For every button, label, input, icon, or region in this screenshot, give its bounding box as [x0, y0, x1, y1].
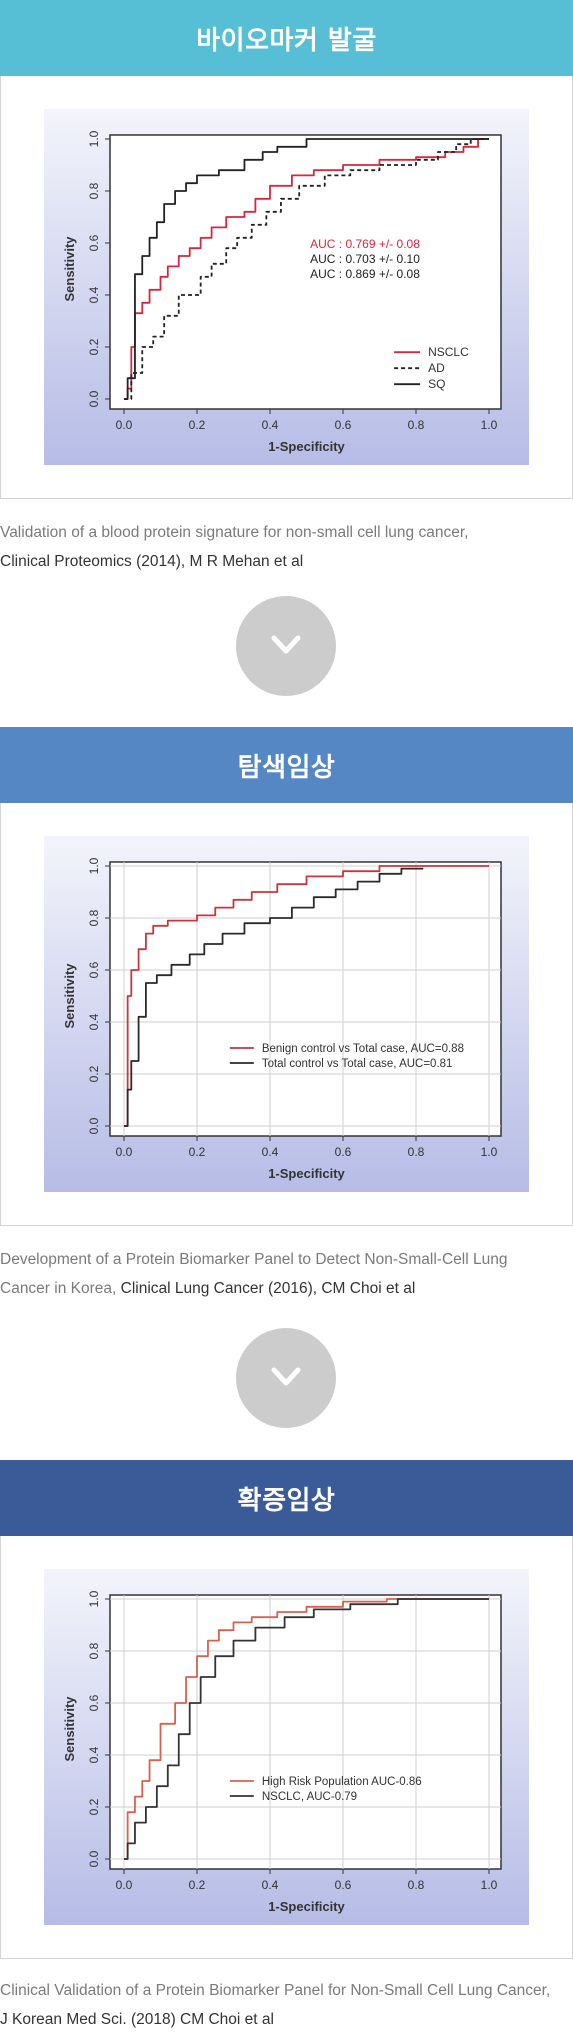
legend-label: High Risk Population AUC-0.86 — [262, 1776, 422, 1788]
citation-title: Development of a Protein Biomarker Panel… — [0, 1251, 508, 1297]
legend-label: Total control vs Total case, AUC=0.81 — [262, 1058, 453, 1070]
section-title: 탐색임상 — [237, 752, 336, 783]
x-tick-label: 0.4 — [262, 1145, 279, 1159]
x-tick-label: 0.0 — [116, 418, 133, 432]
y-tick-label: 0.0 — [87, 1117, 101, 1134]
x-tick-label: 1.0 — [481, 418, 498, 432]
x-tick-label: 1.0 — [481, 1145, 498, 1159]
citation-reference: Clinical Lung Cancer (2016), CM Choi et … — [120, 1280, 416, 1297]
series-line-2 — [124, 867, 424, 1127]
x-tick-label: 0.2 — [189, 418, 206, 432]
next-step-arrow — [236, 596, 336, 696]
section-title: 확증임상 — [237, 1485, 336, 1516]
chart-container: 0.0 0.2 0.4 0.6 0.8 1.0 0.0 0.2 0.4 0.6 0.8 1.0 1-Sp… — [0, 1536, 573, 1959]
y-tick-label: 1.0 — [87, 857, 101, 874]
x-tick-label: 0.4 — [262, 1878, 279, 1892]
roc-chart: 0.0 0.2 0.4 0.6 0.8 1.0 0.0 0.2 0.4 0.6 0.8 1.0 1-Sp… — [44, 1569, 529, 1925]
auc-annotation: AUC : 0.769 +/- 0.08 — [310, 237, 420, 251]
series-line-1 — [124, 138, 489, 400]
y-tick-label: 0.2 — [87, 1065, 101, 1082]
y-axis-label: Sensitivity — [62, 236, 77, 302]
y-tick-label: 0.4 — [87, 286, 101, 303]
citation-reference: Clinical Proteomics (2014), M R Mehan et… — [0, 553, 304, 570]
legend-label: AD — [428, 361, 445, 375]
y-tick-label: 0.6 — [87, 1694, 101, 1711]
x-tick-label: 0.0 — [116, 1878, 133, 1892]
y-tick-label: 0.0 — [87, 390, 101, 407]
plot-area — [109, 1594, 502, 1870]
chevron-down-icon — [271, 635, 301, 654]
x-tick-label: 0.8 — [408, 1878, 425, 1892]
y-axis-label: Sensitivity — [62, 963, 77, 1029]
auc-annotation: AUC : 0.869 +/- 0.08 — [310, 267, 420, 281]
chevron-down-icon — [271, 1367, 301, 1386]
x-tick-label: 0.6 — [335, 418, 352, 432]
roc-chart-svg: 0.0 0.2 0.4 0.6 0.8 1.0 0.0 0.2 0.4 0.6 0.8 1.0 1-Sp… — [44, 109, 529, 465]
roc-chart: 0.0 0.2 0.4 0.6 0.8 1.0 0.0 0.2 0.4 0.6 0.8 1.0 1-Sp… — [44, 836, 529, 1192]
x-tick-label: 0.8 — [408, 418, 425, 432]
y-tick-label: 0.8 — [87, 1642, 101, 1659]
x-tick-label: 0.6 — [335, 1145, 352, 1159]
chart-container: 0.0 0.2 0.4 0.6 0.8 1.0 0.0 0.2 0.4 0.6 0.8 1.0 1-Sp… — [0, 76, 573, 499]
series-line-2 — [124, 1598, 489, 1860]
auc-annotation: AUC : 0.703 +/- 0.10 — [310, 252, 420, 266]
y-tick-label: 1.0 — [87, 1590, 101, 1607]
plot-area — [109, 134, 502, 410]
x-tick-label: 1.0 — [481, 1878, 498, 1892]
plot-area — [109, 861, 502, 1137]
x-tick-label: 0.0 — [116, 1145, 133, 1159]
x-axis-label: 1-Specificity — [268, 1899, 345, 1914]
series-line-1 — [124, 865, 489, 1127]
y-tick-label: 0.8 — [87, 182, 101, 199]
y-tick-label: 0.2 — [87, 1798, 101, 1815]
roc-chart-svg: 0.0 0.2 0.4 0.6 0.8 1.0 0.0 0.2 0.4 0.6 0.8 1.0 1-Sp… — [44, 836, 529, 1192]
x-tick-label: 0.2 — [189, 1878, 206, 1892]
x-tick-label: 0.6 — [335, 1878, 352, 1892]
y-tick-label: 0.2 — [87, 338, 101, 355]
legend-label: SQ — [428, 377, 445, 391]
roc-chart: 0.0 0.2 0.4 0.6 0.8 1.0 0.0 0.2 0.4 0.6 0.8 1.0 1-Sp… — [44, 109, 529, 465]
legend-label: NSCLC, AUC-0.79 — [262, 1791, 357, 1803]
series-line-2 — [124, 138, 489, 400]
y-tick-label: 0.4 — [87, 1746, 101, 1763]
y-tick-label: 0.8 — [87, 909, 101, 926]
citation-reference: J Korean Med Sci. (2018) CM Choi et al — [0, 2011, 274, 2028]
x-tick-label: 0.4 — [262, 418, 279, 432]
y-axis-label: Sensitivity — [62, 1696, 77, 1762]
series-line-1 — [124, 1598, 489, 1860]
series-line-3 — [124, 138, 489, 400]
x-axis-label: 1-Specificity — [268, 1166, 345, 1181]
y-tick-label: 0.0 — [87, 1850, 101, 1867]
citation-title: Validation of a blood protein signature … — [0, 524, 469, 541]
y-tick-label: 1.0 — [87, 130, 101, 147]
x-tick-label: 0.8 — [408, 1145, 425, 1159]
y-tick-label: 0.6 — [87, 961, 101, 978]
x-tick-label: 0.2 — [189, 1145, 206, 1159]
citation: Validation of a blood protein signature … — [0, 518, 560, 576]
chart-container: 0.0 0.2 0.4 0.6 0.8 1.0 0.0 0.2 0.4 0.6 0.8 1.0 1-Sp… — [0, 803, 573, 1226]
legend-label: NSCLC — [428, 345, 469, 359]
section-header-discovery: 바이오마커 발굴 — [0, 0, 573, 76]
section-header-exploratory: 탐색임상 — [0, 727, 573, 803]
roc-chart-svg: 0.0 0.2 0.4 0.6 0.8 1.0 0.0 0.2 0.4 0.6 0.8 1.0 1-Sp… — [44, 1569, 529, 1925]
section-title: 바이오마커 발굴 — [196, 25, 377, 56]
next-step-arrow — [236, 1328, 336, 1428]
x-axis-label: 1-Specificity — [268, 439, 345, 454]
citation-title: Clinical Validation of a Protein Biomark… — [0, 1982, 551, 1999]
legend-label: Benign control vs Total case, AUC=0.88 — [262, 1043, 464, 1055]
section-header-confirmatory: 확증임상 — [0, 1460, 573, 1536]
citation: Development of a Protein Biomarker Panel… — [0, 1245, 560, 1303]
y-tick-label: 0.4 — [87, 1013, 101, 1030]
y-tick-label: 0.6 — [87, 234, 101, 251]
citation: Clinical Validation of a Protein Biomark… — [0, 1976, 560, 2034]
